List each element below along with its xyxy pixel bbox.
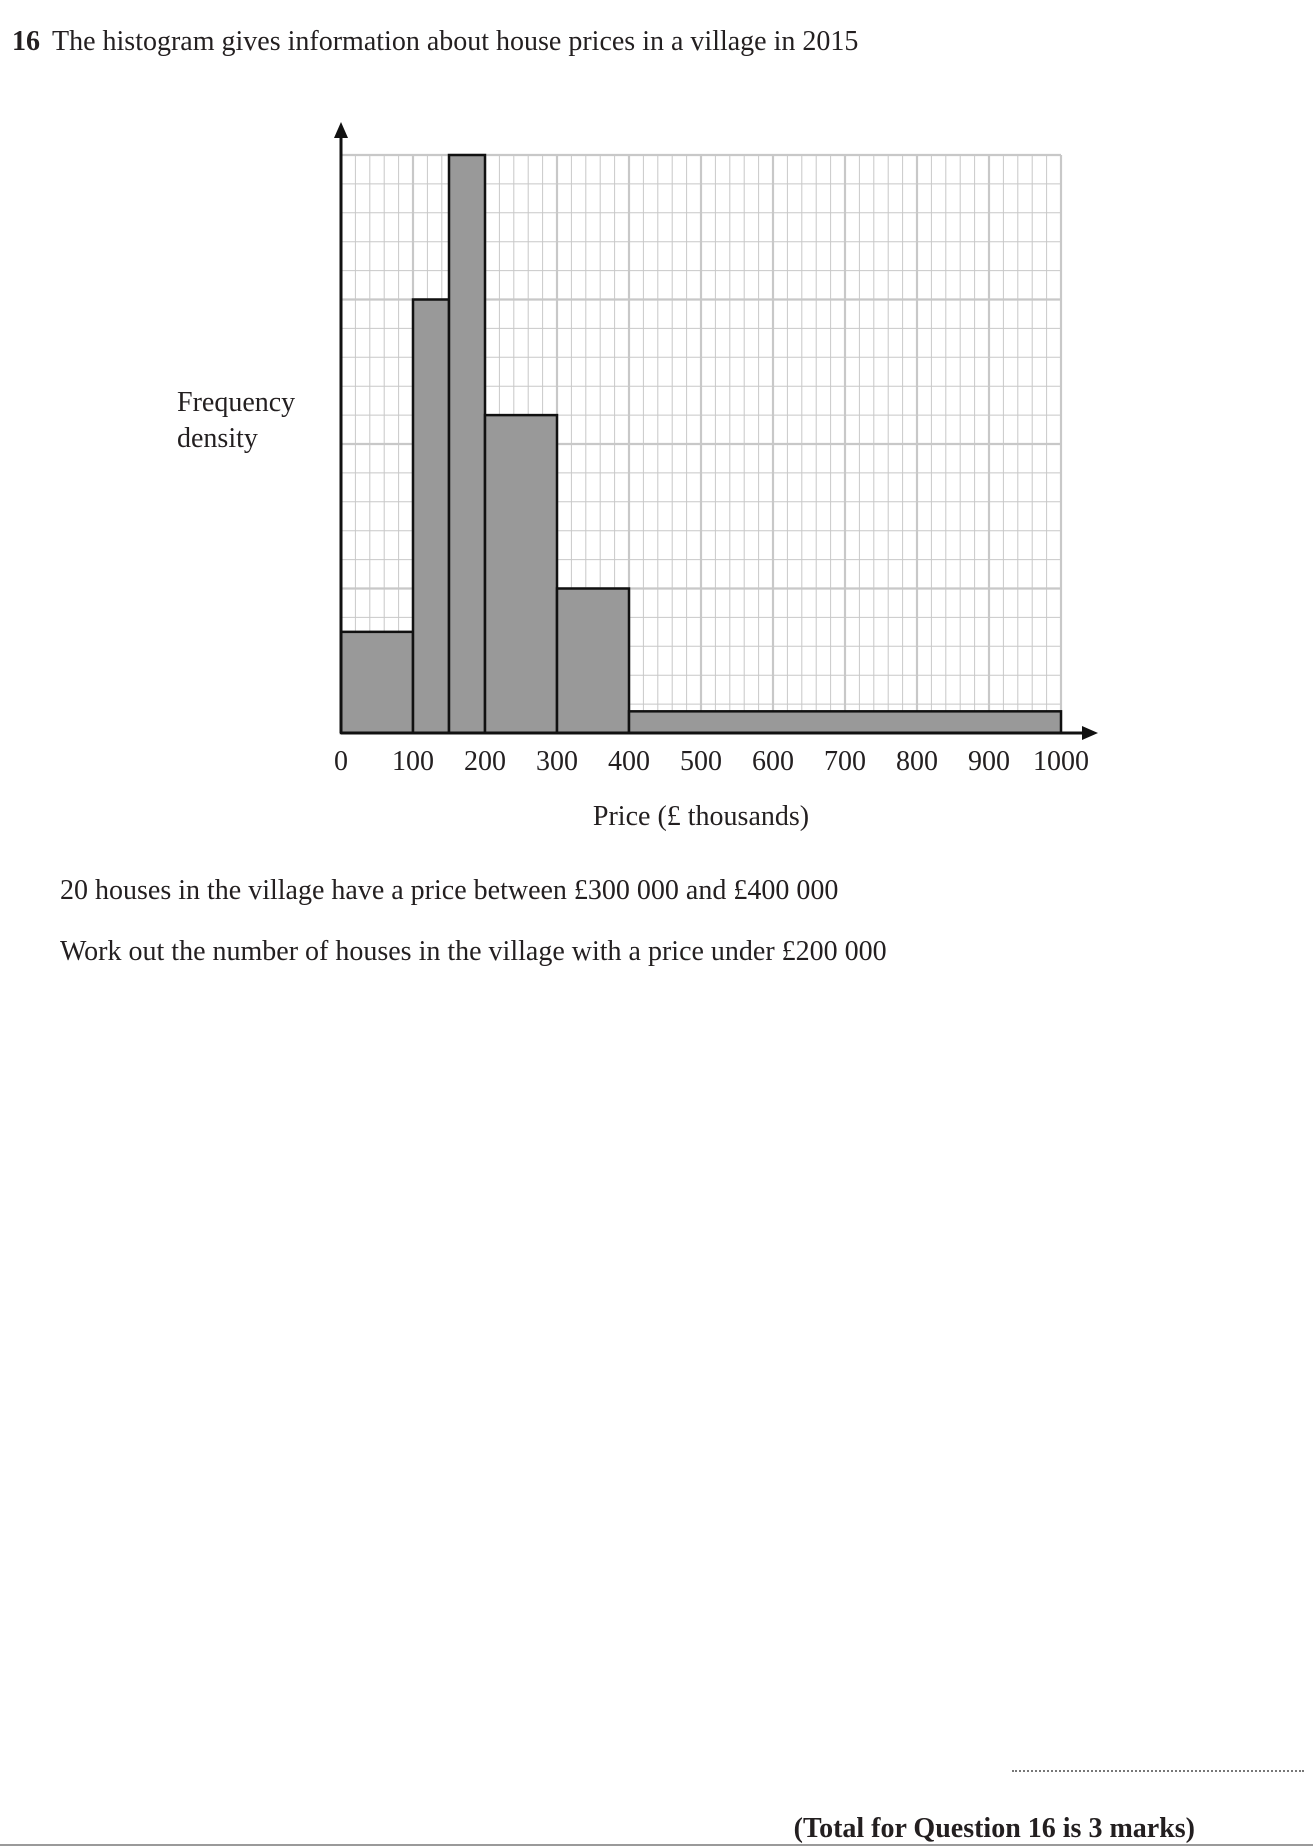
- task-instruction-text: Work out the number of houses in the vil…: [60, 936, 887, 967]
- given-information-text: 20 houses in the village have a price be…: [60, 875, 839, 906]
- total-marks: (Total for Question 16 is 3 marks): [793, 1813, 1195, 1844]
- question-text: The histogram gives information about ho…: [52, 26, 859, 57]
- x-tick-label: 400: [608, 746, 650, 777]
- histogram-bar-0-100: [339, 630, 415, 735]
- question-number: 16: [12, 26, 40, 57]
- x-tick-label: 200: [464, 746, 506, 777]
- histogram-bar-150-200: [447, 153, 487, 735]
- x-tick-label: 700: [824, 746, 866, 777]
- x-tick-label: 900: [968, 746, 1010, 777]
- x-tick-label: 100: [392, 746, 434, 777]
- x-tick-label: 500: [680, 746, 722, 777]
- x-tick-label: 300: [536, 746, 578, 777]
- answer-line[interactable]: [1012, 1770, 1304, 1772]
- x-tick-label: 800: [896, 746, 938, 777]
- page-bottom-rule: [0, 1844, 1313, 1846]
- x-axis-label: Price (£ thousands): [593, 801, 809, 832]
- x-tick-label: 0: [334, 746, 348, 777]
- x-tick-label: 600: [752, 746, 794, 777]
- question-header: 16 The histogram gives information about …: [12, 26, 858, 58]
- histogram-bar-100-150: [411, 298, 451, 735]
- histogram-chart: 0 100 200 300 400 500 600 700 800 900 1000 Price (£…: [177, 122, 1098, 832]
- histogram-bar-200-300: [483, 413, 559, 735]
- y-axis-label-line: density: [177, 423, 258, 454]
- y-axis-arrow-icon: [334, 122, 348, 138]
- histogram-bar-400-1000: [627, 710, 1063, 735]
- y-axis-label-line: Frequency: [177, 387, 295, 418]
- x-axis-arrow-icon: [1082, 726, 1098, 740]
- x-tick-label: 1000: [1033, 746, 1089, 777]
- histogram-bar-300-400: [555, 587, 631, 735]
